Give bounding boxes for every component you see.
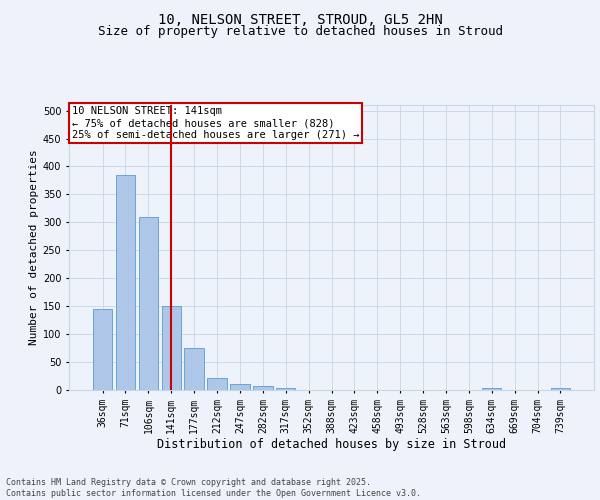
Bar	[184, 348, 204, 390]
Bar	[276, 388, 295, 390]
Bar	[161, 306, 181, 390]
Bar	[551, 388, 570, 390]
Bar	[93, 309, 112, 390]
Bar	[116, 175, 135, 390]
Bar	[139, 217, 158, 390]
Text: 10, NELSON STREET, STROUD, GL5 2HN: 10, NELSON STREET, STROUD, GL5 2HN	[158, 12, 442, 26]
Text: Size of property relative to detached houses in Stroud: Size of property relative to detached ho…	[97, 25, 503, 38]
Y-axis label: Number of detached properties: Number of detached properties	[29, 150, 38, 346]
X-axis label: Distribution of detached houses by size in Stroud: Distribution of detached houses by size …	[157, 438, 506, 452]
Bar	[230, 384, 250, 390]
Text: 10 NELSON STREET: 141sqm
← 75% of detached houses are smaller (828)
25% of semi-: 10 NELSON STREET: 141sqm ← 75% of detach…	[71, 106, 359, 140]
Text: Contains HM Land Registry data © Crown copyright and database right 2025.
Contai: Contains HM Land Registry data © Crown c…	[6, 478, 421, 498]
Bar	[482, 388, 502, 390]
Bar	[208, 378, 227, 390]
Bar	[253, 386, 272, 390]
